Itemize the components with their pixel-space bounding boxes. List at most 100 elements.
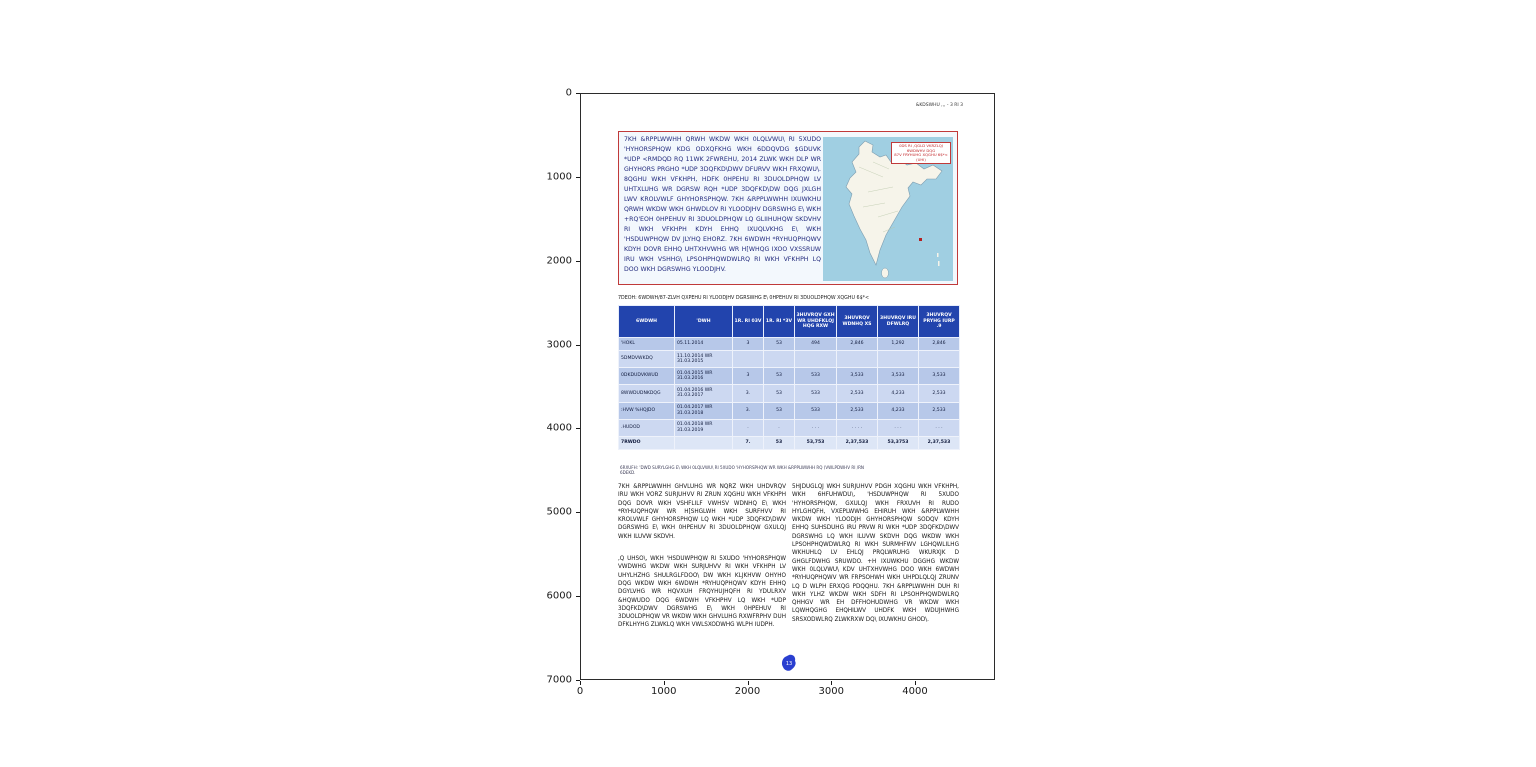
stamp-icon: 13: [781, 654, 796, 671]
source-note: 6RXUFH: 'DWD SURYLGHG E\ WKH 0LQLVWU\ RI…: [620, 465, 864, 475]
table-cell: 01.04.2017 WR 31.03.2018: [674, 401, 733, 420]
table-title: 7DEOH: 6WDWH/87-ZLVH QXPEHU RI YLOODJHV …: [618, 296, 870, 301]
table-cell: 4,233: [877, 401, 919, 420]
intro-box: 7KH &RPPLWWHH QRWH WKDW WKH 0LQLVWU\ RI …: [618, 131, 958, 285]
y-tick-label: 2000: [546, 255, 572, 267]
table-header-cell: 3HUVRQV PRYHG IURP .9: [918, 305, 960, 338]
table-cell: . . .: [918, 418, 960, 437]
table-header-cell: 'DWH: [674, 305, 733, 338]
table-cell: . . .: [877, 418, 919, 437]
table-cell: 53: [763, 401, 795, 420]
data-table: 6WDWH 'DWH 1R. RI 03V 1R. RI *3V 3HUVRQV GXH…: [618, 305, 960, 450]
table-header-cell: 3HUVRQV IRU DFWLRQ: [877, 305, 919, 338]
table-cell: 533: [794, 367, 837, 386]
document-page: &KDSWHU ,,, - 3 RI 3 7KH &RPPLWWHH QRWH …: [581, 94, 994, 679]
x-tick-mark: [831, 681, 833, 685]
table-cell: 2,37,533: [918, 435, 960, 450]
table-cell: [794, 349, 837, 369]
table-cell: .HUDOD: [618, 418, 675, 437]
y-tick-mark: [576, 344, 580, 346]
map-marker: [919, 238, 922, 241]
left-text-column: 7KH &RPPLWWHH GHVLUHG WR NQRZ WKH UHDVRQ…: [618, 483, 786, 630]
table-cell: 3.: [732, 401, 764, 420]
table-cell: 494: [794, 337, 837, 351]
table-cell: 533: [794, 401, 837, 420]
intro-paragraph: 7KH &RPPLWWHH QRWH WKDW WKH 0LQLVWU\ RI …: [624, 136, 821, 273]
y-tick-mark: [576, 176, 580, 178]
y-tick-label: 6000: [546, 590, 572, 602]
table-row: .HUDOD 01.04.2018 WR 31.03.2019... . .. .…: [618, 418, 960, 437]
table-cell: .: [763, 418, 795, 437]
table-cell: .: [732, 418, 764, 437]
table-cell: . . .: [794, 418, 837, 437]
table-cell: 7.: [732, 435, 764, 450]
y-tick-mark: [576, 93, 580, 94]
table-cell: 2,533: [918, 401, 960, 420]
table-cell: 3,533: [836, 367, 878, 386]
table-cell: 'HOKL: [618, 337, 675, 351]
table-cell: 53: [763, 367, 795, 386]
table-header-cell: 3HUVRQV WDNHQ XS: [836, 305, 878, 338]
table-cell: [877, 349, 919, 369]
map-caption-line2: 87V FRYHUHG XQGHU 6$*< (UHI): [894, 152, 948, 162]
table-row: 'HOKL 05.11.2014 3 53 494 2,846 1,292 2,846: [618, 337, 960, 351]
y-tick-label: 5000: [546, 506, 572, 518]
table-body: 'HOKL 05.11.2014 3 53 494 2,846 1,292 2,846 5DMD…: [618, 337, 960, 450]
table-header-cell: 1R. RI 03V: [732, 305, 764, 338]
table-cell: 0DKDUDVKWUD: [618, 367, 675, 386]
x-tick-mark: [580, 681, 581, 685]
table-cell: 2,533: [836, 384, 878, 403]
table-cell: 53: [763, 435, 795, 450]
page-header-text: &KDSWHU ,,, - 3 RI 3: [915, 103, 963, 108]
india-map: 0DS RI ,QGLD VKRZLQJ 6WDWHV DQG 87V FRYH…: [823, 137, 953, 281]
table-cell: 53,3753: [877, 435, 919, 450]
table-cell: 1,292: [877, 337, 919, 351]
india-outline: [845, 140, 943, 266]
table-cell: 2,533: [836, 401, 878, 420]
table-row: 7RWDO 7. 53 53,753 2,37,533 53,3753 2,37,533: [618, 435, 960, 450]
table-cell: 8WWDUDNKDQG: [618, 384, 675, 403]
table-cell: 3: [732, 367, 764, 386]
table-cell: [918, 349, 960, 369]
table-row: :HVW %HQJDO 01.04.2017 WR 31.03.2018 3. 53 5…: [618, 401, 960, 420]
table-row: 8WWDUDNKDQG 01.04.2016 WR 31.03.2017 3. 53 5…: [618, 384, 960, 403]
y-tick-mark: [576, 260, 580, 262]
x-tick-label: 1000: [651, 686, 677, 697]
table-cell: 2,533: [918, 384, 960, 403]
table-cell: 11.10.2014 WR 31.03.2015: [674, 349, 733, 369]
table-cell: 5DMDVWKDQ: [618, 349, 675, 369]
table-header-row: 6WDWH 'DWH 1R. RI 03V 1R. RI *3V 3HUVRQV GXH…: [618, 305, 960, 338]
table-row: 5DMDVWKDQ 11.10.2014 WR 31.03.2015: [618, 349, 960, 369]
island-1: [937, 253, 939, 257]
island-2: [938, 261, 940, 266]
x-tick-label: 0: [576, 686, 584, 697]
x-tick-label: 4000: [902, 686, 928, 697]
table-cell: 7RWDO: [618, 435, 675, 450]
table-cell: [732, 349, 764, 369]
table-header-cell: 1R. RI *3V: [763, 305, 795, 338]
table-cell: :HVW %HQJDO: [618, 401, 675, 420]
table-cell: 2,37,533: [836, 435, 878, 450]
stamp-label: 13: [786, 661, 792, 667]
table-cell: . . . .: [836, 418, 878, 437]
paragraph: 7KH &RPPLWWHH GHVLUHG WR NQRZ WKH UHDVRQ…: [618, 484, 786, 540]
table-cell: 01.04.2018 WR 31.03.2019: [674, 418, 733, 437]
table-cell: 05.11.2014: [674, 337, 733, 351]
paragraph: ,Q UHSO\, WKH 'HSDUWPHQW RI 5XUDO 'HYHOR…: [618, 556, 786, 629]
y-tick-label: 4000: [546, 422, 572, 434]
x-tick-label: 2000: [734, 686, 761, 697]
page-stamp: 13: [781, 654, 797, 672]
right-text-column: 5HJDUGLQJ WKH SURJUHVV PDGH XQGHU WKH VF…: [792, 483, 959, 624]
table-row: 0DKDUDVKWUD 01.04.2015 WR 31.03.2016 3 53 53…: [618, 367, 960, 386]
map-caption: 0DS RI ,QGLD VKRZLQJ 6WDWHV DQG 87V FRYH…: [891, 142, 951, 165]
plot-area: &KDSWHU ,,, - 3 RI 3 7KH &RPPLWWHH QRWH …: [580, 93, 995, 680]
x-tick-mark: [663, 681, 665, 685]
y-tick-mark: [576, 679, 580, 681]
table-cell: [763, 349, 795, 369]
table-cell: 3,533: [918, 367, 960, 386]
paragraph: 5HJDUGLQJ WKH SURJUHVV PDGH XQGHU WKH VF…: [792, 484, 959, 623]
table-cell: 533: [794, 384, 837, 403]
table-header-cell: 3HUVRQV GXH WR UHDFKLQJ HQG RXW: [794, 305, 837, 338]
y-tick-label: 7000: [546, 674, 572, 686]
table-cell: 3: [732, 337, 764, 351]
